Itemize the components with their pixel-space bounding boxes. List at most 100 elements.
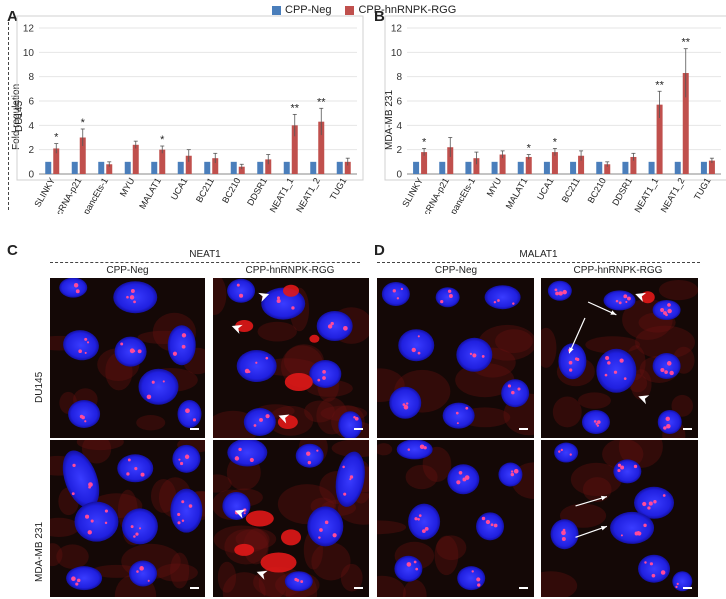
rna-foci — [456, 480, 461, 485]
rna-foci — [663, 426, 667, 430]
rna-foci — [392, 289, 396, 293]
rna-foci — [664, 370, 668, 374]
nucleus — [66, 566, 103, 591]
rna-foci — [569, 453, 572, 456]
arrowhead-marker — [635, 292, 647, 302]
arrow-head — [600, 495, 607, 501]
rna-foci — [626, 296, 631, 301]
rna-foci — [447, 289, 452, 294]
cytoplasm-signal — [577, 392, 611, 409]
rna-foci — [322, 369, 326, 374]
rna-aggregate — [283, 284, 299, 297]
micrograph-neat1-neg-mdamb231 — [50, 440, 205, 597]
rna-foci — [562, 528, 566, 532]
rna-foci — [85, 514, 90, 519]
cytoplasm-signal — [495, 329, 533, 354]
rna-aggregate — [234, 543, 255, 556]
cytoplasm-signal — [81, 440, 112, 464]
nucleus — [63, 330, 99, 361]
rna-foci — [555, 291, 560, 296]
nucleus — [121, 508, 158, 545]
bar-rgg — [159, 149, 166, 174]
nucleus — [501, 379, 530, 408]
y-tick-label: 0 — [28, 170, 34, 181]
neat1-title: NEAT1 — [189, 249, 221, 260]
rna-foci — [317, 378, 321, 382]
rna-foci — [666, 423, 671, 429]
bar-neg — [491, 161, 498, 174]
significance-mark: ** — [681, 37, 690, 49]
nucleus — [316, 311, 353, 341]
rna-aggregate — [309, 334, 320, 343]
nucleus — [295, 443, 324, 468]
significance-mark: * — [553, 136, 558, 148]
rna-foci — [276, 296, 281, 300]
nucleus — [603, 290, 636, 311]
rna-foci — [558, 291, 563, 296]
cytoplasm-signal — [331, 440, 369, 458]
bar-rgg — [682, 73, 689, 174]
bar-rgg — [106, 164, 113, 174]
rna-foci — [137, 349, 142, 354]
rna-foci — [147, 579, 150, 582]
nucleus — [498, 462, 523, 487]
y-tick-label: 2 — [396, 145, 402, 156]
rna-foci — [596, 424, 600, 427]
cytoplasm-signal — [658, 279, 698, 301]
micrograph-neat1-rgg-du145 — [213, 278, 369, 438]
rna-foci — [327, 324, 333, 329]
micrograph-malat1-rgg-mdamb231 — [541, 440, 698, 597]
rna-foci — [647, 506, 651, 510]
rna-foci — [407, 448, 411, 451]
nucleus — [596, 348, 637, 393]
nucleus — [138, 368, 179, 405]
nucleus — [613, 459, 642, 484]
bar-neg — [98, 161, 105, 174]
significance-mark: * — [54, 132, 59, 144]
bar-neg — [310, 161, 317, 174]
rna-foci — [349, 475, 354, 479]
neat1-cond-neg: CPP-Neg — [106, 265, 149, 276]
rna-foci — [87, 530, 92, 535]
nucleus — [398, 329, 435, 362]
rna-foci — [481, 516, 486, 521]
panel-letter-b: B — [374, 8, 385, 25]
rna-foci — [417, 335, 420, 338]
cytoplasm-signal — [213, 525, 270, 554]
rna-foci — [306, 451, 311, 456]
rna-foci — [265, 356, 269, 360]
nucleus — [484, 285, 521, 310]
rna-foci — [120, 342, 124, 346]
rna-foci — [181, 344, 186, 349]
y-tick-label: 6 — [28, 97, 34, 108]
nucleus — [243, 408, 276, 436]
rna-foci — [86, 341, 90, 344]
cytoplasm-signal — [76, 440, 124, 451]
y-tick-label: 0 — [396, 170, 402, 181]
rna-foci — [177, 512, 181, 517]
rna-foci — [561, 530, 566, 536]
rna-foci — [634, 531, 639, 536]
bar-rgg — [604, 164, 611, 174]
bar-neg — [622, 161, 629, 174]
chart-frame — [16, 15, 364, 181]
scale-bar — [519, 587, 528, 589]
rna-foci — [342, 465, 345, 469]
cytoplasm-signal — [671, 394, 694, 417]
rna-foci — [465, 406, 469, 410]
nucleus — [68, 400, 101, 428]
cytoplasm-signal — [340, 563, 363, 592]
nucleus — [59, 278, 88, 298]
y-tick-label: 2 — [28, 145, 34, 156]
rna-foci — [84, 337, 88, 341]
rna-aggregate — [284, 373, 313, 391]
rna-foci — [615, 299, 619, 303]
rna-foci — [291, 306, 295, 310]
micrograph-canvas — [213, 278, 369, 438]
rna-foci — [669, 370, 674, 376]
y-tick-label: 4 — [28, 121, 34, 132]
cytoplasm-signal — [213, 278, 227, 315]
neat1-divider — [50, 262, 360, 263]
nucleus — [236, 350, 277, 382]
